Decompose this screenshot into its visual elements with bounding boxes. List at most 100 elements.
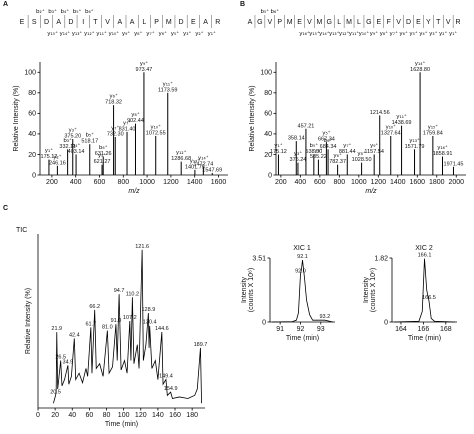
y-ion-label: y₈⁺ [134,30,142,37]
sequence-residue: E [20,19,25,26]
x-tick-label: 1000 [351,179,367,186]
x-tick-label: 160 [169,412,181,419]
x-tick-label: 168 [440,326,452,333]
peak-mz-label: 1759.84 [423,130,443,136]
sequence-residue: T [436,19,441,26]
peak-ion-label: b₅⁺ [85,132,94,139]
x-tick-label: 164 [395,326,407,333]
y-tick-label: 20 [264,152,272,159]
x-tick-label: 800 [117,179,129,186]
y-ion-label: y₃⁺ [183,30,191,37]
y-ion-label: y₅⁺ [171,30,179,37]
x-axis-label: m/z [128,188,140,195]
peak-mz-label: 732.30 [107,131,124,137]
peak-ion-label: y₁₄⁺ [415,60,426,67]
sequence-residue: E [416,19,421,26]
peak-ion-label: y₁⁺ [45,147,53,154]
y-ion-label: y₆⁺ [159,30,167,37]
peak-ion-label: y₁₀⁺ [150,123,161,130]
peak-ion-label: y₁₁⁺ [162,80,173,87]
peak-mz-label: 1628.80 [410,67,430,73]
peak-ion-label: y₁₂⁺ [176,149,187,156]
y-ion-label: y₈⁺ [380,30,388,37]
y-ion-label: y₇⁺ [146,30,154,37]
x-tick-label: 1600 [211,179,227,186]
y-ion-label: y₄⁺ [419,30,427,37]
peak-ion-label: y₁₅⁺ [428,123,439,130]
peak-ion-label: b₃⁺ [63,137,72,144]
y-ion-label: y₁₄⁺ [319,30,330,37]
peak-label: 149.4 [159,374,173,380]
peak-mz-label: 175.12 [270,149,287,155]
sequence-residue: M [166,19,172,26]
y-ion-label: y₁₁⁺ [349,30,360,37]
peak-mz-label: 1072.55 [146,130,166,136]
peak-mz-label: 1157.54 [364,149,383,155]
sequence-residue: A [203,19,208,26]
sequence-residue: D [68,19,73,26]
peak-mz-label: 1286.68 [171,156,191,162]
y-ion-label: y₁⁺ [449,30,457,37]
peak-mz-label: 1214.56 [370,110,390,116]
peak-mz-label: 175.12 [41,154,58,160]
b-ion-label: b₃⁺ [48,8,57,15]
peak-ion-label: y₇⁺ [343,142,351,149]
x-tick-label: 92 [297,326,305,333]
peak-ion-label: b₄⁺ [72,142,81,149]
x-tick-label: 93 [317,326,325,333]
peak-mz-label: 1028.50 [352,157,372,163]
x-tick-label: 800 [333,179,345,186]
peak-mz-label: 246.16 [49,160,66,166]
y-ion-label: y₁₃⁺ [72,30,83,37]
sequence-residue: A [118,19,123,26]
peak-ion-label: y₁₆⁺ [437,144,448,151]
b-ion-label: b₆⁺ [270,8,279,15]
peak-ion-label: y₁₀⁺ [385,123,396,130]
peak-mz-label: 538.30 [305,149,322,155]
peak-ion-label: y₁₃⁺ [190,157,201,164]
y-ion-label: y₆⁺ [399,30,407,37]
y-ion-label: y₃⁺ [429,30,437,37]
peak-ion-label: b₅⁺ [310,142,319,149]
y-axis-label: Intensity [363,276,370,303]
peak-ion-label: y₄⁺ [314,147,322,154]
peak-mz-label: 1401.75 [185,164,205,170]
y-tick-label: 80 [28,90,36,97]
peak-ion-label: y₈⁺ [357,150,365,157]
peak-mz-label: 631.26 [95,151,112,157]
peak-label: 154.9 [164,386,178,392]
y-ion-label: y₂⁺ [195,30,203,37]
sequence-residue: G [257,19,262,26]
peak-label: 110.2 [126,291,139,297]
x-tick-label: 1000 [139,179,155,186]
sequence-residue: D [406,19,411,26]
peak-mz-label: 1173.59 [158,87,177,93]
x-tick-label: 20 [51,412,59,419]
y-axis-label: Relative Intensity (%) [249,85,256,151]
peak-label: 94.7 [114,288,125,294]
x-tick-label: 91 [276,326,284,333]
panel-letter: A [3,1,8,8]
sequence-residue: L [142,19,146,26]
peak-mz-label: 1571.79 [405,144,425,150]
peak-label: 34.9 [63,359,74,365]
peak-ion-label: b₆⁺ [99,144,108,151]
peak-mz-label: 1547.69 [202,167,222,173]
peak-ion-label: y₉⁺ [370,142,378,149]
sequence-residue: G [366,19,371,26]
x-tick-label: 40 [68,412,76,419]
sequence-residue: Y [426,19,431,26]
peak-mz-label: 518.17 [81,139,98,145]
y-ion-label: y₁₀⁺ [108,30,119,37]
peak-label: 66.2 [89,304,100,310]
y-tick-label: 40 [264,131,272,138]
peak-ion-label: y₁₄⁺ [198,154,209,161]
x-tick-label: 180 [186,412,198,419]
y-ion-label: y₁⁺ [207,30,215,37]
sequence-residue: L [357,19,361,26]
sequence-residue: G [327,19,332,26]
sequence-residue: V [446,19,451,26]
x-tick-label: 2000 [448,179,464,186]
peak-ion-label: y₇⁺ [123,119,131,126]
